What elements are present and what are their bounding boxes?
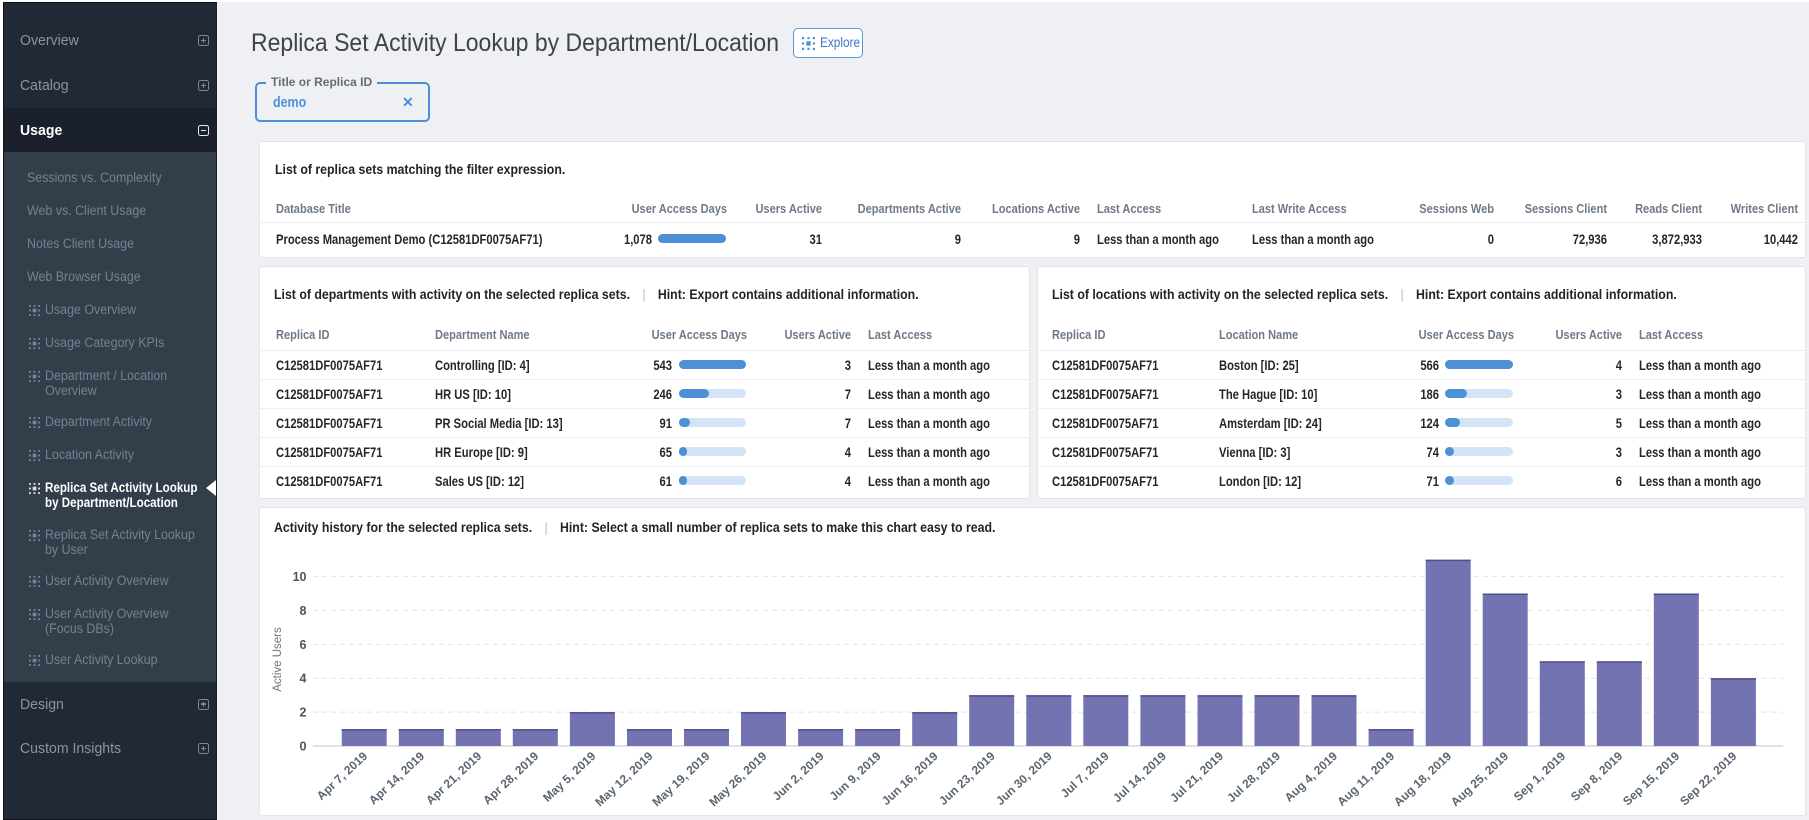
- svg-text:May 12, 2019: May 12, 2019: [592, 749, 655, 810]
- svg-text:6: 6: [300, 638, 307, 652]
- svg-text:0: 0: [300, 740, 307, 754]
- svg-text:Apr 28, 2019: Apr 28, 2019: [480, 749, 542, 808]
- svg-text:Apr 14, 2019: Apr 14, 2019: [366, 749, 428, 808]
- svg-text:Jun 23, 2019: Jun 23, 2019: [936, 749, 998, 808]
- svg-text:8: 8: [300, 604, 307, 618]
- svg-text:Jun 9, 2019: Jun 9, 2019: [827, 749, 884, 804]
- svg-text:Apr 21, 2019: Apr 21, 2019: [423, 749, 485, 808]
- svg-text:May 19, 2019: May 19, 2019: [649, 749, 712, 810]
- svg-text:Jul 28, 2019: Jul 28, 2019: [1224, 749, 1283, 805]
- svg-text:May 5, 2019: May 5, 2019: [540, 749, 599, 805]
- svg-text:May 26, 2019: May 26, 2019: [706, 749, 769, 810]
- svg-text:Aug 25, 2019: Aug 25, 2019: [1448, 749, 1511, 810]
- svg-text:Sep 22, 2019: Sep 22, 2019: [1677, 749, 1739, 809]
- svg-text:Apr 7, 2019: Apr 7, 2019: [314, 749, 371, 803]
- svg-text:Jun 16, 2019: Jun 16, 2019: [879, 749, 941, 808]
- svg-text:Jun 30, 2019: Jun 30, 2019: [993, 749, 1055, 808]
- svg-text:Active Users: Active Users: [272, 627, 284, 692]
- svg-text:2: 2: [300, 706, 307, 720]
- svg-text:Aug 4, 2019: Aug 4, 2019: [1282, 749, 1341, 805]
- svg-text:Sep 15, 2019: Sep 15, 2019: [1620, 749, 1682, 809]
- svg-text:Sep 1, 2019: Sep 1, 2019: [1511, 749, 1569, 804]
- svg-text:4: 4: [300, 672, 307, 686]
- svg-text:Jul 14, 2019: Jul 14, 2019: [1110, 749, 1169, 805]
- svg-text:Aug 11, 2019: Aug 11, 2019: [1334, 749, 1397, 809]
- svg-text:10: 10: [293, 570, 307, 584]
- svg-text:Jul 7, 2019: Jul 7, 2019: [1058, 749, 1112, 801]
- svg-text:Aug 18, 2019: Aug 18, 2019: [1391, 749, 1454, 810]
- svg-text:Jun 2, 2019: Jun 2, 2019: [770, 749, 827, 804]
- svg-text:Jul 21, 2019: Jul 21, 2019: [1167, 749, 1226, 805]
- svg-text:Sep 8, 2019: Sep 8, 2019: [1568, 749, 1626, 804]
